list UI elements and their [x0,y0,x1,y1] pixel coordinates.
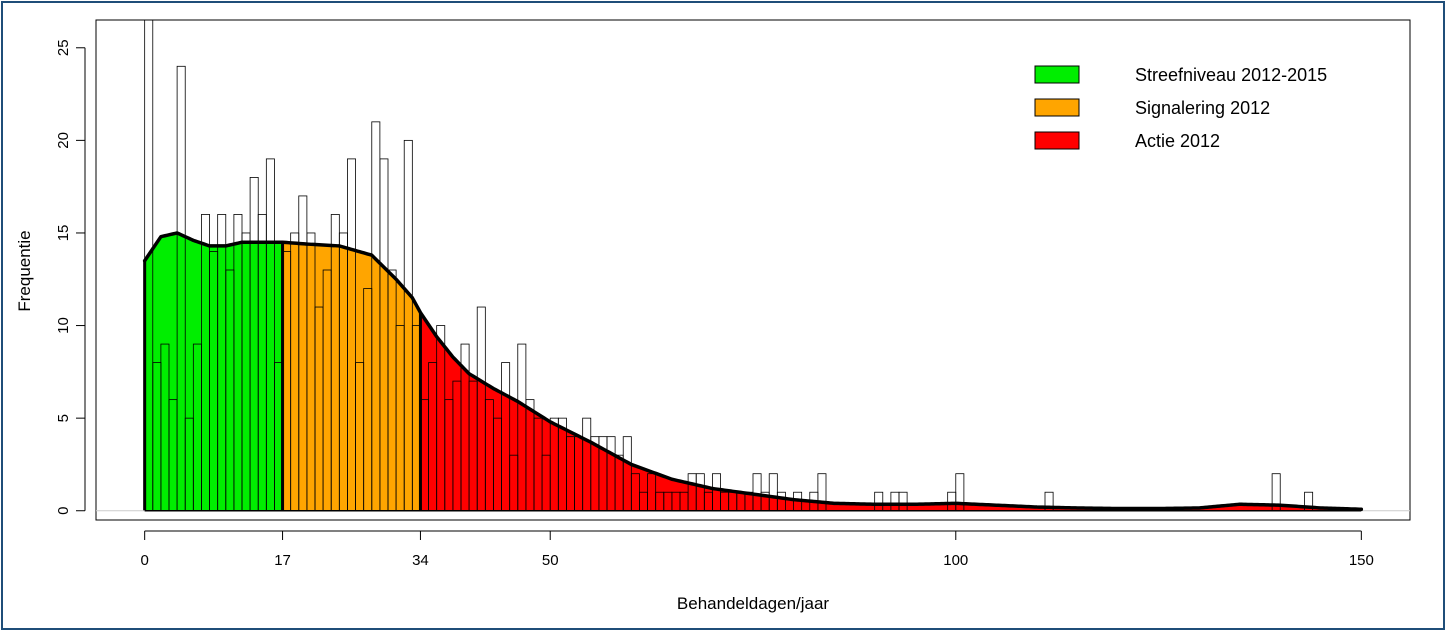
x-tick-label: 17 [274,552,291,569]
x-tick-label: 100 [943,552,968,569]
y-tick-label: 25 [55,39,72,56]
y-axis-title: Frequentie [15,230,34,311]
x-tick-label: 150 [1349,552,1374,569]
x-tick-label: 0 [140,552,148,569]
legend-label: Actie 2012 [1135,131,1220,151]
density-curve-layer [142,231,1364,512]
y-tick-label: 15 [55,225,72,242]
x-axis-title: Behandeldagen/jaar [677,594,830,613]
legend-swatch [1034,131,1080,150]
y-tick-label: 0 [55,507,72,515]
legend-label: Streefniveau 2012-2015 [1135,65,1327,85]
zone-fill-signalering-2012 [282,242,421,511]
zone-boundaries [96,242,1410,512]
y-tick-label: 20 [55,132,72,149]
legend-label: Signalering 2012 [1135,98,1270,118]
y-tick-label: 5 [55,414,72,422]
y-axis: 0 5 10 15 20 25 [55,39,86,515]
legend-swatch [1034,98,1080,117]
zone-fill-streefniveau-2012-2015 [144,232,283,511]
zone-fill-actie-2012 [420,312,1362,511]
x-tick-label: 34 [412,552,429,569]
plot-area-border [95,19,1411,521]
x-tick-label: 50 [542,552,559,569]
legend-swatch [1034,65,1080,84]
zone-fills [144,232,1362,511]
legend: Streefniveau 2012-2015 Signalering 2012 Ac… [1034,65,1327,151]
density-curve [142,231,1364,512]
y-tick-label: 10 [55,317,72,334]
x-axis: 0 17 34 50 100 150 [140,530,1374,569]
